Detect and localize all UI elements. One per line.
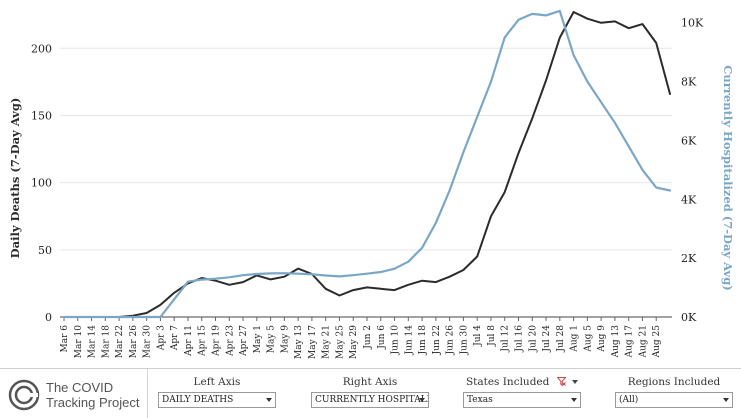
x-tick-label: Jul 28: [556, 325, 566, 353]
x-tick-label: May 13: [294, 325, 304, 359]
x-tick-label: Aug 1: [570, 325, 580, 353]
x-tick-label: Jun 26: [446, 325, 456, 356]
x-tick-label: Jun 10: [391, 325, 401, 356]
left-axis-control: Left Axis DAILY DEATHS: [158, 375, 276, 408]
left-tick-label: 200: [31, 42, 52, 55]
x-axis-ticks: Mar 6 Mar 10 Mar 14 Mar 18 Mar 22 Mar 26 Mar 3…: [60, 317, 662, 359]
x-tick-label: Apr 23: [225, 325, 235, 357]
right-tick-label: 10K: [681, 17, 704, 30]
x-tick-label: May 29: [349, 325, 359, 359]
x-tick-label: Mar 14: [88, 325, 98, 358]
x-tick-label: Apr 15: [198, 325, 208, 357]
states-dropdown[interactable]: Texas: [463, 392, 581, 408]
x-tick-label: May 17: [308, 325, 318, 359]
x-tick-label: Mar 10: [74, 325, 84, 358]
x-tick-label: Jun 18: [418, 325, 428, 356]
x-tick-label: May 1: [253, 325, 263, 353]
x-tick-label: Mar 22: [115, 325, 125, 358]
x-tick-label: May 21: [322, 325, 332, 359]
clear-filter-icon[interactable]: [556, 377, 566, 386]
gridlines: [60, 47, 672, 318]
right-axis-dropdown-value: CURRENTLY HOSPITALI...: [315, 395, 429, 405]
x-tick-label: Jun 30: [459, 325, 469, 356]
logo-line-2: Tracking Project: [46, 395, 140, 410]
x-tick-label: Apr 7: [170, 325, 180, 351]
left-axis-ticks: 0 50 100 150 200: [31, 42, 52, 324]
right-tick-label: 8K: [681, 76, 697, 89]
right-axis-control-label: Right Axis: [342, 376, 398, 388]
separator: [147, 369, 148, 418]
right-tick-label: 0K: [681, 311, 697, 324]
chevron-down-icon: [571, 398, 577, 402]
right-axis-dropdown[interactable]: CURRENTLY HOSPITALI...: [311, 392, 429, 408]
x-tick-label: Apr 19: [212, 325, 222, 357]
x-tick-label: Apr 3: [156, 325, 166, 351]
x-tick-label: May 5: [267, 325, 277, 354]
x-tick-label: Mar 30: [143, 325, 153, 358]
chevron-down-icon: [419, 398, 425, 402]
states-dropdown-value: Texas: [467, 395, 493, 405]
right-axis-label: Currently Hospitalized (7-Day Avg): [721, 65, 735, 290]
left-tick-label: 0: [45, 311, 52, 324]
x-tick-label: May 25: [335, 325, 345, 359]
right-tick-label: 4K: [681, 193, 697, 206]
x-tick-label: Jun 14: [404, 325, 414, 356]
x-tick-label: Aug 9: [597, 325, 607, 353]
states-control: States Included Texas: [463, 375, 581, 408]
deaths-line: [63, 11, 671, 318]
logo-mark-icon: [8, 379, 40, 411]
x-tick-label: Mar 18: [101, 325, 111, 358]
right-axis-control: Right Axis CURRENTLY HOSPITALI...: [311, 375, 429, 408]
regions-control: Regions Included (All): [615, 375, 733, 408]
right-tick-label: 2K: [681, 252, 697, 265]
regions-dropdown-value: (All): [619, 395, 639, 405]
states-control-label-text: States Included: [465, 376, 550, 388]
right-tick-label: 6K: [681, 134, 697, 147]
logo-text: The COVID Tracking Project: [46, 380, 139, 410]
covid-tracking-project-logo[interactable]: The COVID Tracking Project: [8, 375, 143, 415]
states-control-label: States Included: [463, 375, 581, 389]
x-tick-label: Jul 8: [487, 325, 497, 347]
x-tick-label: Aug 25: [652, 325, 662, 359]
x-tick-label: Mar 26: [129, 325, 139, 358]
x-tick-label: Jun 22: [432, 325, 442, 356]
left-tick-label: 100: [31, 177, 52, 190]
logo-line-1: The COVID: [46, 380, 114, 395]
left-axis-label: Daily Deaths (7-Day Avg): [8, 98, 22, 259]
left-tick-label: 150: [31, 109, 52, 122]
x-tick-label: Jul 24: [542, 325, 552, 353]
x-tick-label: Jun 6: [377, 325, 387, 350]
right-axis-ticks: 0K 2K 4K 6K 8K 10K: [681, 17, 704, 324]
caret-down-icon[interactable]: [572, 380, 579, 384]
x-tick-label: Mar 6: [60, 325, 70, 353]
x-tick-label: Aug 21: [638, 325, 648, 358]
left-axis-dropdown-value: DAILY DEATHS: [162, 395, 234, 405]
left-axis-dropdown[interactable]: DAILY DEATHS: [158, 392, 276, 408]
x-tick-label: Aug 13: [611, 325, 621, 359]
x-tick-label: Jun 2: [363, 325, 373, 350]
x-tick-label: May 9: [280, 325, 290, 354]
chevron-down-icon: [723, 398, 729, 402]
x-tick-label: Apr 11: [184, 325, 194, 357]
regions-control-label: Regions Included: [627, 376, 721, 388]
hospitalized-line: [62, 9, 672, 319]
x-tick-label: Jul 12: [501, 325, 511, 353]
left-tick-label: 50: [38, 244, 52, 257]
control-bar: The COVID Tracking Project Left Axis DAI…: [0, 368, 741, 418]
left-axis-control-label: Left Axis: [193, 376, 241, 388]
x-tick-label: Jul 16: [515, 325, 525, 353]
regions-dropdown[interactable]: (All): [615, 392, 733, 408]
x-tick-label: Aug 17: [625, 325, 635, 359]
x-tick-label: Jul 20: [528, 325, 538, 353]
chevron-down-icon: [266, 398, 272, 402]
x-tick-label: Apr 27: [239, 325, 249, 357]
series-lines: [62, 9, 672, 319]
x-tick-label: Aug 5: [583, 325, 593, 353]
x-tick-label: Jul 4: [473, 325, 483, 347]
